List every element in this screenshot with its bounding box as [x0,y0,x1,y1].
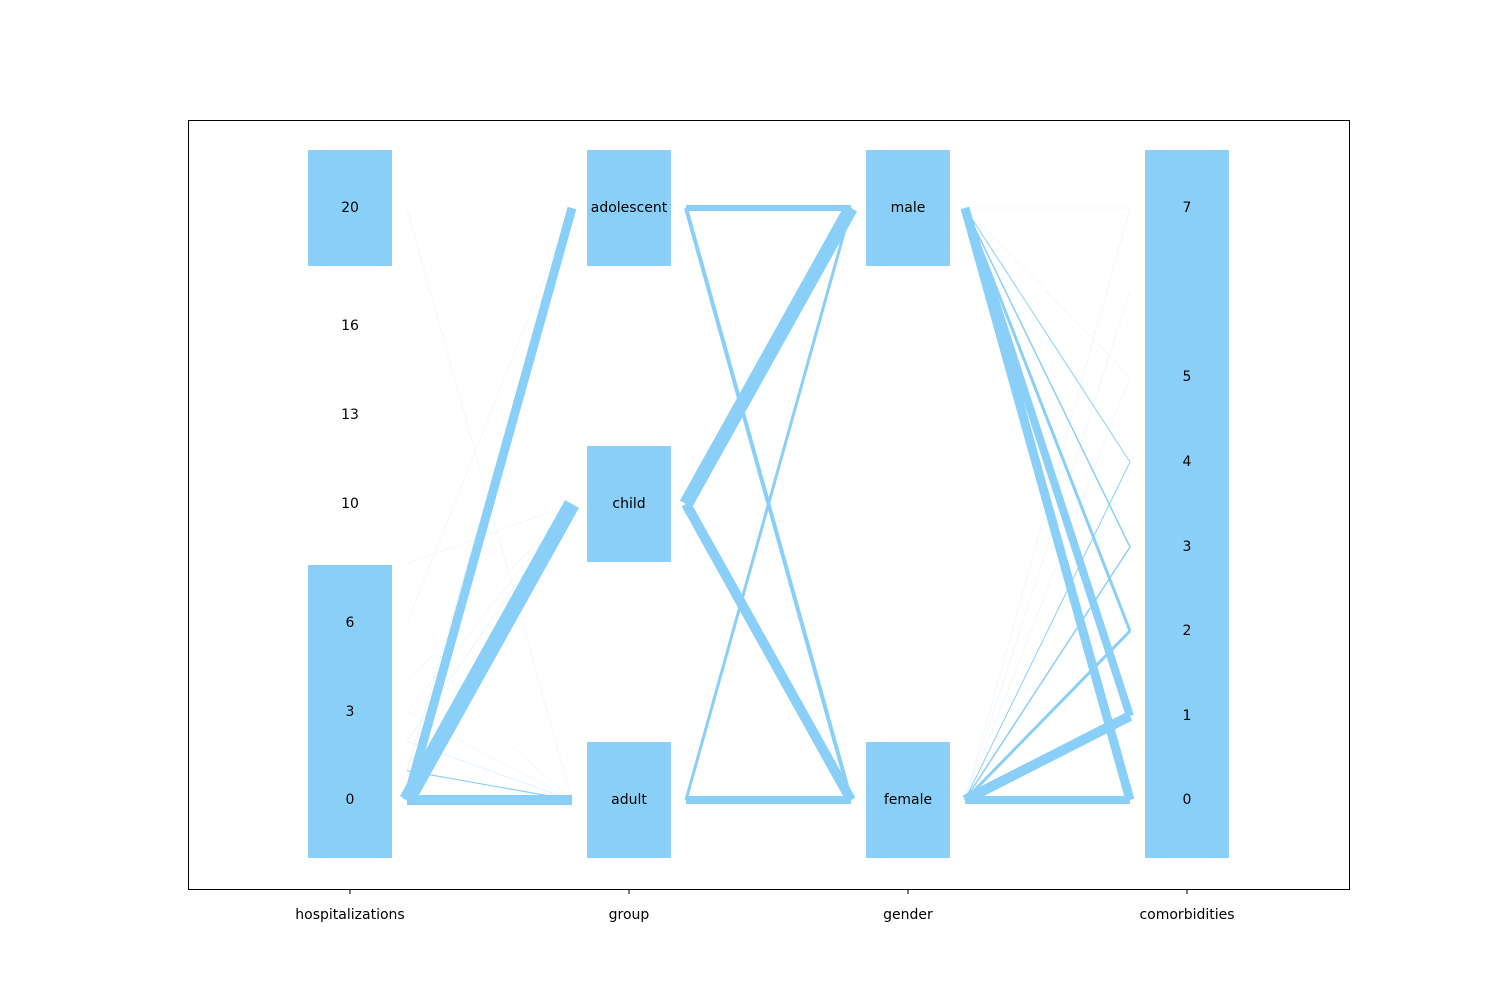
comorbidities-tick-label-3: 3 [1183,539,1192,555]
flow-gender-to-comorbidities-13 [964,291,1131,801]
group-axis-label: group [609,907,650,923]
comorbidities-tick-label-2: 4 [1183,454,1192,470]
flow-hospitalizations-to-group-13 [406,207,573,801]
flow-gender-to-comorbidities-2 [963,207,1132,632]
comorbidities-tick-label-5: 1 [1183,708,1192,724]
flow-gender-to-comorbidities-9 [963,629,1132,802]
hospitalizations-tick-label-1: 16 [341,318,359,334]
plot-frame [188,120,1350,890]
flow-gender-to-comorbidities-5 [964,207,1131,378]
hospitalizations-tick-label-2: 13 [341,407,359,423]
dimension-axis: hospitalizations group gender comorbidities [295,890,1235,923]
gender-bar-1 [866,742,950,858]
flow-gender-to-comorbidities-4 [964,207,1131,463]
comorbidities-tick-label-0: 7 [1183,200,1192,216]
flow-group-to-gender-2 [679,204,858,508]
flow-gender-to-comorbidities-11 [964,461,1131,801]
hospitalizations-tick-label-6: 0 [346,792,355,808]
hospitalizations-axis-label: hospitalizations [295,907,404,923]
flow-gender-to-comorbidities-12 [964,376,1131,801]
group-bar-0 [587,150,671,266]
flow-hospitalizations-to-group-4 [406,741,573,801]
group-tick-label-2: adult [611,792,647,808]
flow-hospitalizations-to-group-8 [406,503,573,713]
flow-ribbons [400,204,1135,805]
flow-group-to-gender-4 [684,207,853,801]
flow-hospitalizations-to-group-5 [406,207,573,771]
flow-gender-to-comorbidities-3 [964,207,1131,548]
flow-gender-to-comorbidities-10 [964,546,1131,801]
hospitalizations-tick-label-0: 20 [341,200,359,216]
flow-hospitalizations-to-group-12 [406,503,573,564]
gender-tick-label-0: male [891,200,926,216]
flow-hospitalizations-to-group-10 [406,652,573,801]
comorbidities-bar-0 [1145,150,1229,858]
flow-hospitalizations-to-group-11 [406,207,573,624]
flow-hospitalizations-to-group-9 [406,503,573,683]
hospitalizations-bar-1 [308,150,392,266]
group-bar-1 [587,446,671,562]
group-tick-label-1: child [612,496,645,512]
hospitalizations-tick-label-4: 6 [346,615,355,631]
hospitalizations-tick-label-3: 10 [341,496,359,512]
flow-hospitalizations-to-group-1 [402,206,577,802]
group-bar-2 [587,742,671,858]
flow-gender-to-comorbidities-1 [961,206,1134,718]
group-tick-label-0: adolescent [591,200,668,216]
flow-gender-to-comorbidities-14 [964,207,1131,801]
category-bars [308,150,1229,858]
gender-axis-label: gender [883,907,933,923]
flow-group-to-gender-3 [681,501,856,803]
flow-hospitalizations-to-group-2 [400,500,579,804]
flow-hospitalizations-to-group-7 [406,711,573,801]
comorbidities-tick-label-6: 0 [1183,792,1192,808]
flow-gender-to-comorbidities-0 [960,206,1135,802]
comorbidities-axis-label: comorbidities [1139,907,1234,923]
category-tick-labels: 20161310630adolescentchildadultmalefemal… [341,200,1191,808]
flow-hospitalizations-to-group-3 [406,770,573,801]
gender-tick-label-1: female [884,792,932,808]
hospitalizations-bar-0 [308,565,392,858]
flow-hospitalizations-to-group-6 [406,503,573,742]
comorbidities-tick-label-1: 5 [1183,369,1192,385]
gender-bar-0 [866,150,950,266]
hospitalizations-tick-label-5: 3 [346,704,355,720]
flow-gender-to-comorbidities-8 [962,711,1133,805]
comorbidities-tick-label-4: 2 [1183,623,1192,639]
